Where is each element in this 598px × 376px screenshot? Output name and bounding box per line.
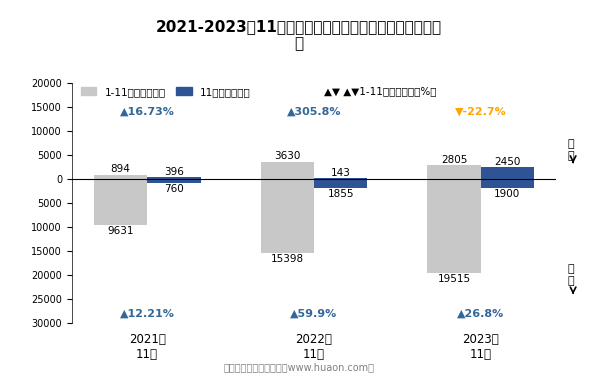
Text: 760: 760 xyxy=(164,183,184,194)
Text: 进
口: 进 口 xyxy=(568,264,574,286)
Text: 19515: 19515 xyxy=(438,274,471,284)
Text: 9631: 9631 xyxy=(107,226,134,236)
Text: 出
口: 出 口 xyxy=(568,139,574,161)
Text: ▼-22.7%: ▼-22.7% xyxy=(455,107,507,117)
Text: ▲305.8%: ▲305.8% xyxy=(286,107,341,117)
Text: 制图：华经产业研究院（www.huaon.com）: 制图：华经产业研究院（www.huaon.com） xyxy=(224,362,374,372)
Legend: 1-11月（万美元）, 11月（万美元）: 1-11月（万美元）, 11月（万美元） xyxy=(77,83,255,101)
Bar xyxy=(314,178,367,179)
Bar xyxy=(94,179,147,225)
Text: 2805: 2805 xyxy=(441,155,467,165)
Text: 894: 894 xyxy=(111,164,130,174)
Text: ▲59.9%: ▲59.9% xyxy=(290,309,338,319)
Bar xyxy=(94,175,147,179)
Text: ▲12.21%: ▲12.21% xyxy=(120,309,175,319)
Bar xyxy=(261,179,314,253)
Bar xyxy=(314,179,367,188)
Text: ▲16.73%: ▲16.73% xyxy=(120,107,175,117)
Text: 143: 143 xyxy=(331,168,350,178)
Bar xyxy=(428,179,481,273)
Bar xyxy=(481,179,534,188)
Text: 3630: 3630 xyxy=(274,151,300,161)
Text: ▲26.8%: ▲26.8% xyxy=(457,309,504,319)
Text: 1900: 1900 xyxy=(495,189,521,199)
Bar xyxy=(261,162,314,179)
Text: 15398: 15398 xyxy=(271,254,304,264)
Text: ▲▼ ▲▼1-11月同比增速（%）: ▲▼ ▲▼1-11月同比增速（%） xyxy=(324,86,436,96)
Text: 1855: 1855 xyxy=(327,189,354,199)
Bar xyxy=(481,167,534,179)
Text: 2450: 2450 xyxy=(495,157,521,167)
Text: 396: 396 xyxy=(164,167,184,177)
Bar xyxy=(147,177,200,179)
Bar xyxy=(147,179,200,183)
Bar xyxy=(428,165,481,179)
Text: 2021-2023年11月上海虹桥商务区保税物流中心进、出口
额: 2021-2023年11月上海虹桥商务区保税物流中心进、出口 额 xyxy=(156,19,442,51)
